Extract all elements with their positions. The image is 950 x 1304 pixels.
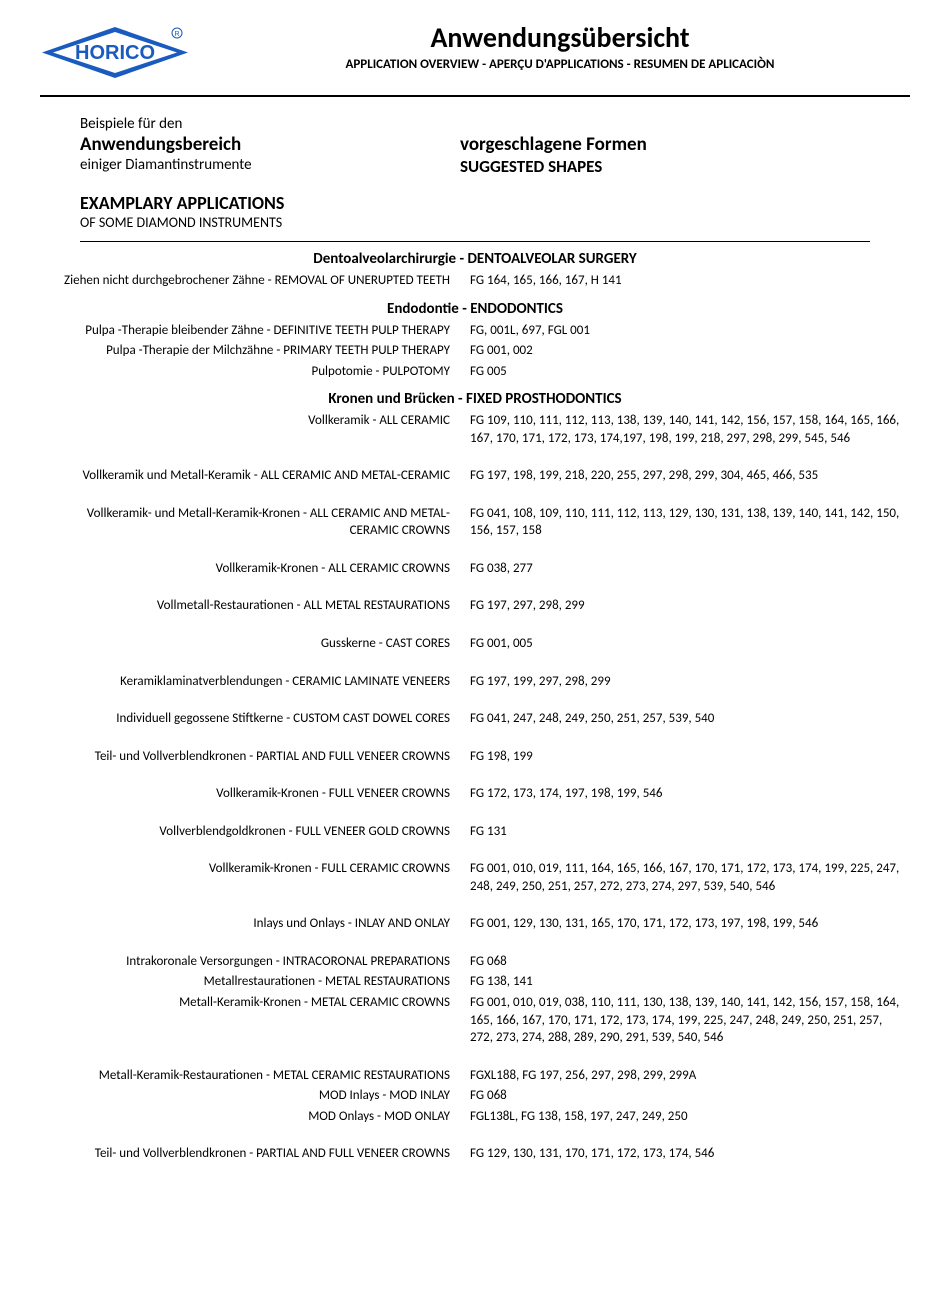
row-value: FG 001, 002 — [470, 342, 900, 360]
row-value: FG 068 — [470, 1087, 900, 1105]
section-rows: Pulpa -Therapie bleibender Zähne - DEFIN… — [40, 322, 910, 381]
intro-l5: OF SOME DIAMOND INSTRUMENTS — [80, 214, 440, 231]
row-spacer — [50, 806, 900, 820]
row-label: Vollkeramik und Metall-Keramik - ALL CER… — [50, 467, 450, 485]
row-spacer — [50, 693, 900, 707]
section-title: Dentoalveolarchirurgie - DENTOALVEOLAR S… — [40, 250, 910, 268]
row-label: Vollkeramik - ALL CERAMIC — [50, 412, 450, 447]
row-spacer — [50, 656, 900, 670]
row-value: FG 109, 110, 111, 112, 113, 138, 139, 14… — [470, 412, 900, 447]
row-label: Metall-Keramik-Kronen - METAL CERAMIC CR… — [50, 994, 450, 1047]
section-block: Endodontie - ENDODONTICS Pulpa -Therapie … — [40, 300, 910, 381]
intro-right: vorgeschlagene Formen SUGGESTED SHAPES — [440, 115, 870, 231]
row-label: Keramiklaminatverblendungen - CERAMIC LA… — [50, 673, 450, 691]
row-value: FG 001, 010, 019, 038, 110, 111, 130, 13… — [470, 994, 900, 1047]
intro-r1: vorgeschlagene Formen — [460, 133, 870, 156]
intro-l4: EXAMPLARY APPLICATIONS — [80, 192, 440, 214]
row-value: FG 001, 005 — [470, 635, 900, 653]
row-label: Individuell gegossene Stiftkerne - CUSTO… — [50, 710, 450, 728]
row-spacer — [50, 936, 900, 950]
row-value: FG 068 — [470, 953, 900, 971]
row-spacer — [50, 898, 900, 912]
row-label: Vollverblendgoldkronen - FULL VENEER GOL… — [50, 823, 450, 841]
row-value: FG 001, 129, 130, 131, 165, 170, 171, 17… — [470, 915, 900, 933]
row-spacer — [50, 768, 900, 782]
row-spacer — [50, 580, 900, 594]
row-value: FG 001, 010, 019, 111, 164, 165, 166, 16… — [470, 860, 900, 895]
page-subtitle: APPLICATION OVERVIEW - APERÇU D'APPLICAT… — [210, 57, 910, 72]
row-value: FG 138, 141 — [470, 973, 900, 991]
row-spacer — [50, 450, 900, 464]
title-block: Anwendungsübersicht APPLICATION OVERVIEW… — [210, 20, 910, 72]
row-spacer — [50, 1050, 900, 1064]
row-label: Pulpa -Therapie der Milchzähne - PRIMARY… — [50, 342, 450, 360]
section-rows: Ziehen nicht durchgebrochener Zähne - RE… — [40, 272, 910, 290]
page-title: Anwendungsübersicht — [210, 20, 910, 55]
intro-l2: Anwendungsbereich — [80, 133, 440, 156]
row-value: FG 131 — [470, 823, 900, 841]
row-value: FG 197, 297, 298, 299 — [470, 597, 900, 615]
row-label: Teil- und Vollverblendkronen - PARTIAL A… — [50, 748, 450, 766]
row-label: MOD Inlays - MOD INLAY — [50, 1087, 450, 1105]
row-label: Vollkeramik- und Metall-Keramik-Kronen -… — [50, 505, 450, 540]
row-label: MOD Onlays - MOD ONLAY — [50, 1108, 450, 1126]
sections-container: Dentoalveolarchirurgie - DENTOALVEOLAR S… — [40, 250, 910, 1163]
row-value: FGXL188, FG 197, 256, 297, 298, 299, 299… — [470, 1067, 900, 1085]
row-value: FG 198, 199 — [470, 748, 900, 766]
row-label: Pulpa -Therapie bleibender Zähne - DEFIN… — [50, 322, 450, 340]
svg-text:R: R — [174, 31, 179, 38]
section-title: Kronen und Brücken - FIXED PROSTHODONTIC… — [40, 390, 910, 408]
section-block: Dentoalveolarchirurgie - DENTOALVEOLAR S… — [40, 250, 910, 290]
row-label: Inlays und Onlays - INLAY AND ONLAY — [50, 915, 450, 933]
divider-mid — [80, 241, 870, 242]
row-value: FG 197, 198, 199, 218, 220, 255, 297, 29… — [470, 467, 900, 485]
row-value: FGL138L, FG 138, 158, 197, 247, 249, 250 — [470, 1108, 900, 1126]
section-rows: Vollkeramik - ALL CERAMIC FG 109, 110, 11… — [40, 412, 910, 1163]
row-label: Metall-Keramik-Restaurationen - METAL CE… — [50, 1067, 450, 1085]
row-value: FG 005 — [470, 363, 900, 381]
header: HORICO R Anwendungsübersicht APPLICATION… — [40, 20, 910, 85]
row-label: Vollmetall-Restaurationen - ALL METAL RE… — [50, 597, 450, 615]
row-value: FG 164, 165, 166, 167, H 141 — [470, 272, 900, 290]
row-spacer — [50, 543, 900, 557]
logo-text: HORICO — [75, 42, 155, 64]
intro-columns: Beispiele für den Anwendungsbereich eini… — [40, 115, 910, 231]
row-label: Metallrestaurationen - METAL RESTAURATIO… — [50, 973, 450, 991]
divider-top — [40, 95, 910, 97]
row-spacer — [50, 488, 900, 502]
row-label: Vollkeramik-Kronen - ALL CERAMIC CROWNS — [50, 560, 450, 578]
row-value: FG 197, 199, 297, 298, 299 — [470, 673, 900, 691]
intro-l1: Beispiele für den — [80, 115, 440, 133]
row-label: Gusskerne - CAST CORES — [50, 635, 450, 653]
row-value: FG 172, 173, 174, 197, 198, 199, 546 — [470, 785, 900, 803]
intro-l3: einiger Diamantinstrumente — [80, 156, 440, 174]
intro-left: Beispiele für den Anwendungsbereich eini… — [80, 115, 440, 231]
logo: HORICO R — [40, 25, 190, 85]
row-spacer — [50, 843, 900, 857]
row-label: Pulpotomie - PULPOTOMY — [50, 363, 450, 381]
row-label: Ziehen nicht durchgebrochener Zähne - RE… — [50, 272, 450, 290]
row-spacer — [50, 731, 900, 745]
row-label: Teil- und Vollverblendkronen - PARTIAL A… — [50, 1145, 450, 1163]
intro-r2: SUGGESTED SHAPES — [460, 156, 870, 177]
row-label: Vollkeramik-Kronen - FULL CERAMIC CROWNS — [50, 860, 450, 895]
row-value: FG, 001L, 697, FGL 001 — [470, 322, 900, 340]
section-block: Kronen und Brücken - FIXED PROSTHODONTIC… — [40, 390, 910, 1163]
row-value: FG 038, 277 — [470, 560, 900, 578]
row-value: FG 041, 108, 109, 110, 111, 112, 113, 12… — [470, 505, 900, 540]
section-title: Endodontie - ENDODONTICS — [40, 300, 910, 318]
row-label: Vollkeramik-Kronen - FULL VENEER CROWNS — [50, 785, 450, 803]
row-value: FG 129, 130, 131, 170, 171, 172, 173, 17… — [470, 1145, 900, 1163]
row-label: Intrakoronale Versorgungen - INTRACORONA… — [50, 953, 450, 971]
row-value: FG 041, 247, 248, 249, 250, 251, 257, 53… — [470, 710, 900, 728]
row-spacer — [50, 618, 900, 632]
row-spacer — [50, 1128, 900, 1142]
